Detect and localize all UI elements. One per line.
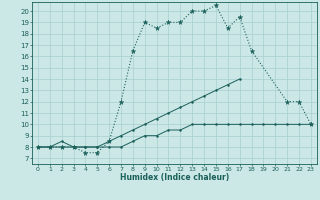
X-axis label: Humidex (Indice chaleur): Humidex (Indice chaleur) xyxy=(120,173,229,182)
